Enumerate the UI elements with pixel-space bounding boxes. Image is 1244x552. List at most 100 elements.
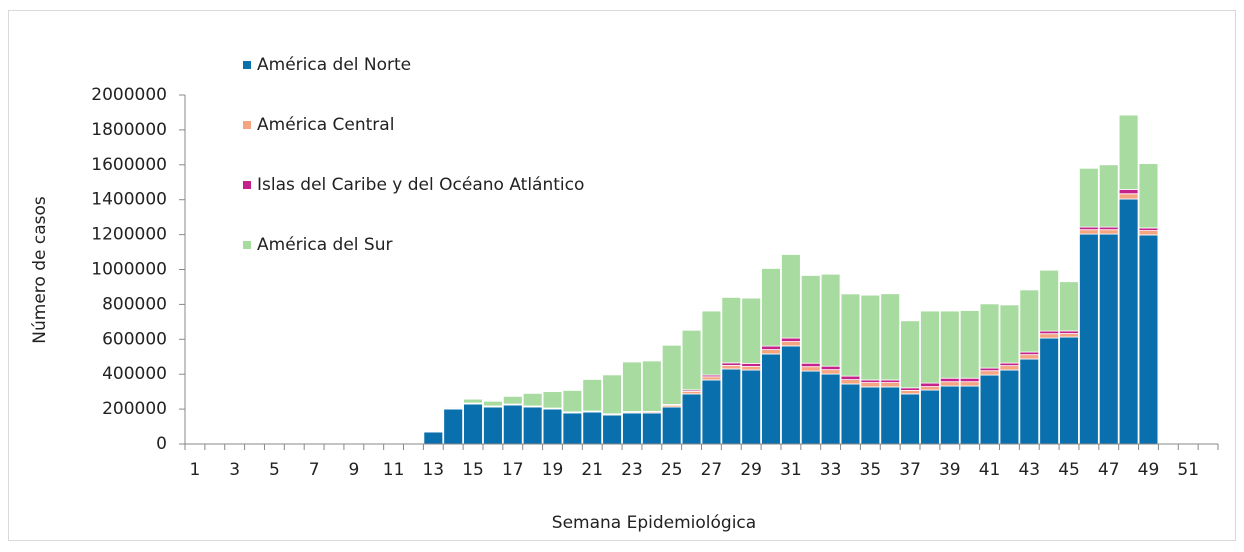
x-tick-label: 39 xyxy=(939,460,961,480)
bar-segment xyxy=(761,268,781,347)
bar-segment xyxy=(661,406,682,445)
bar-segment xyxy=(860,294,881,381)
x-tick-label: 35 xyxy=(860,460,882,480)
bar-segment xyxy=(701,379,722,445)
y-tick-label: 1200000 xyxy=(91,225,167,245)
x-tick-label: 37 xyxy=(899,460,921,480)
bar-segment xyxy=(622,412,642,445)
legend-swatch xyxy=(243,121,251,129)
legend-label: América Central xyxy=(257,115,394,135)
bar-segment xyxy=(1118,189,1139,195)
x-tick-label: 13 xyxy=(422,460,444,480)
x-tick-label: 41 xyxy=(979,460,1001,480)
bar-segment xyxy=(502,404,523,445)
bar-segment xyxy=(1118,198,1139,445)
bar-segment xyxy=(681,393,702,445)
bar-segment xyxy=(979,370,1000,376)
x-tick-label: 33 xyxy=(820,460,842,480)
bar-segment xyxy=(522,392,543,407)
bar-segment xyxy=(483,406,503,445)
bar-segment xyxy=(502,395,523,405)
bar-segment xyxy=(1098,233,1119,445)
bar-segment xyxy=(1019,289,1040,353)
bar-segment xyxy=(781,337,801,342)
x-tick-label: 29 xyxy=(740,460,762,480)
x-tick-label: 23 xyxy=(621,460,643,480)
x-tick-label: 1 xyxy=(190,460,201,480)
bar-segment xyxy=(761,345,781,350)
bar-segment xyxy=(860,386,881,445)
x-tick-label: 49 xyxy=(1138,460,1160,480)
bar-segment xyxy=(1059,333,1079,338)
bar-segment xyxy=(840,379,861,385)
bar-segment xyxy=(741,369,761,445)
bar-segment xyxy=(1019,354,1040,360)
legend-label: Islas del Caribe y del Océano Atlántico xyxy=(257,175,584,195)
bar-segment xyxy=(1059,281,1079,332)
bar-segment xyxy=(1118,114,1139,190)
bar-segment xyxy=(880,386,901,445)
bar-segment xyxy=(741,362,761,367)
bar-segment xyxy=(820,273,841,367)
x-tick-label: 15 xyxy=(462,460,484,480)
bar-segment xyxy=(820,365,841,371)
bar-segment xyxy=(522,406,543,445)
bar-segment xyxy=(463,403,483,445)
bar-segment xyxy=(820,369,841,375)
bar-segment xyxy=(542,408,563,445)
bar-segment xyxy=(602,414,622,445)
legend-swatch xyxy=(243,241,251,249)
x-axis-label: Semana Epidemiológica xyxy=(552,513,756,533)
bar-segment xyxy=(423,431,444,445)
bar-segment xyxy=(999,369,1020,445)
y-tick-label: 800000 xyxy=(102,294,167,314)
bar-segment xyxy=(840,293,861,377)
bar-segment xyxy=(900,390,920,395)
y-tick-label: 2000000 xyxy=(91,85,167,105)
bar-segment xyxy=(701,376,722,381)
bar-segment xyxy=(1079,167,1099,228)
bar-segment xyxy=(979,303,1000,369)
bar-segment xyxy=(721,297,742,364)
bar-segment xyxy=(1039,269,1059,332)
bar-segment xyxy=(1138,234,1159,445)
bar-segment xyxy=(661,344,682,405)
bar-segment xyxy=(999,304,1020,364)
bar-segment xyxy=(1039,337,1059,445)
bar-segment xyxy=(483,400,503,407)
bar-segment xyxy=(1138,230,1159,236)
bar-segment xyxy=(781,341,801,347)
x-tick-label: 21 xyxy=(581,460,603,480)
bar-segment xyxy=(939,385,960,445)
bar-segment xyxy=(1118,193,1139,200)
bar-segment xyxy=(880,382,901,388)
bar-segment xyxy=(1079,229,1099,235)
bar-segment xyxy=(979,374,1000,445)
bar-segment xyxy=(939,381,960,387)
x-tick-label: 51 xyxy=(1177,460,1199,480)
x-tick-label: 17 xyxy=(502,460,524,480)
bar-segment xyxy=(582,379,603,412)
bar-segment xyxy=(761,349,781,355)
x-tick-label: 31 xyxy=(780,460,802,480)
y-tick-label: 400000 xyxy=(102,364,167,384)
bar-segment xyxy=(800,366,821,372)
bar-segment xyxy=(463,398,483,404)
bar-segment xyxy=(900,320,920,389)
legend-label: América del Norte xyxy=(257,55,411,75)
x-tick-label: 3 xyxy=(229,460,240,480)
bar-segment xyxy=(959,377,980,383)
bar-segment xyxy=(939,310,960,379)
bar-segment xyxy=(959,310,980,379)
bar-segment xyxy=(443,406,464,409)
bar-segment xyxy=(1079,233,1099,445)
bar-segment xyxy=(761,353,781,445)
y-tick-label: 600000 xyxy=(102,329,167,349)
bar-segment xyxy=(939,377,960,383)
bar-segment xyxy=(542,391,563,409)
bar-segment xyxy=(741,297,761,364)
bar-segment xyxy=(681,329,702,391)
x-tick-label: 19 xyxy=(542,460,564,480)
bar-segment xyxy=(1138,163,1159,229)
